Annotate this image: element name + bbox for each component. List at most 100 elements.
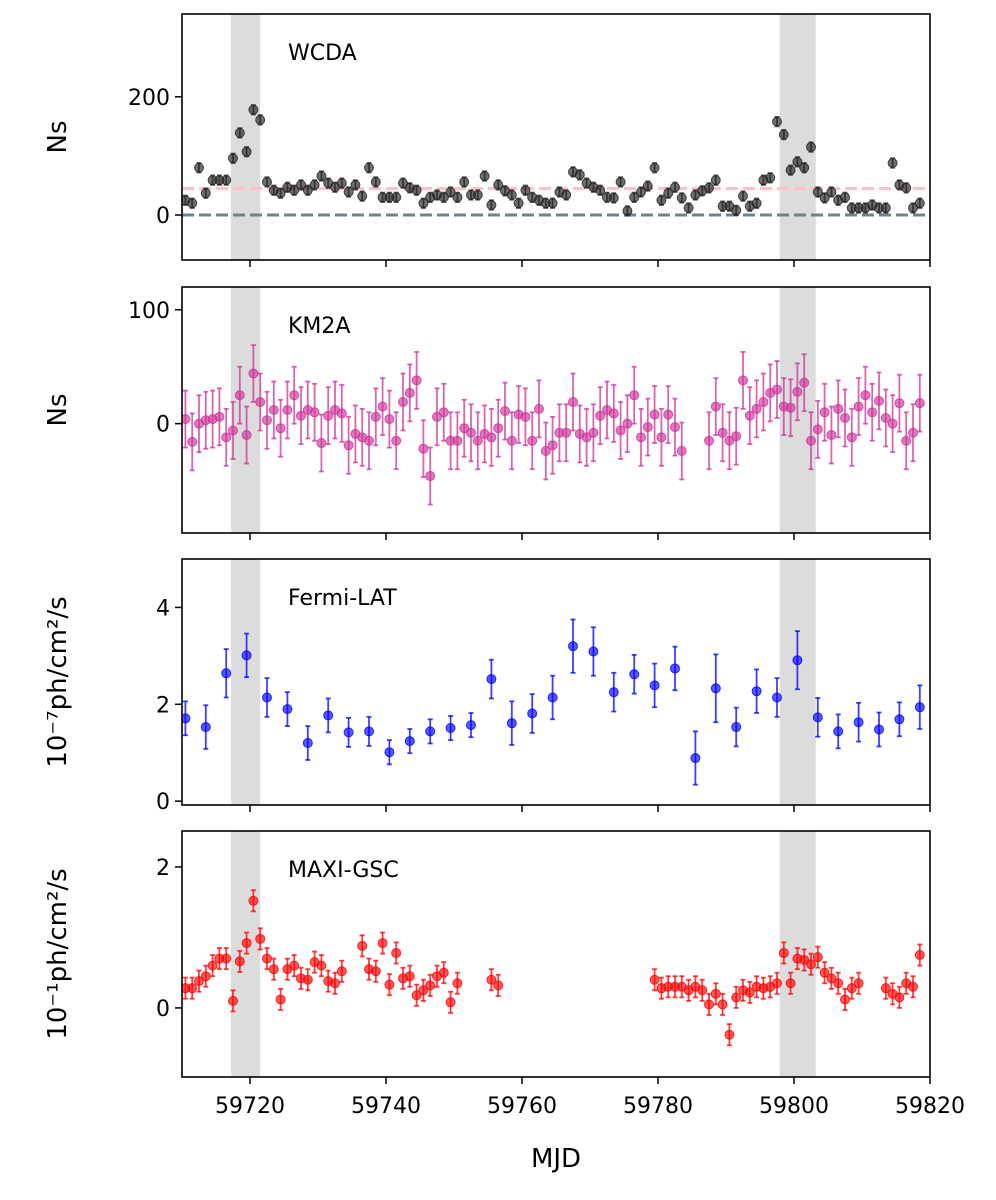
data-point bbox=[853, 978, 864, 989]
data-point bbox=[710, 988, 721, 999]
y-tick-label: 4 bbox=[156, 596, 170, 621]
data-point bbox=[486, 432, 497, 443]
x-tick-label: 59780 bbox=[623, 1094, 693, 1119]
x-tick-label: 59720 bbox=[215, 1094, 285, 1119]
data-point bbox=[364, 162, 374, 173]
panel: 0 100 KM2A Ns bbox=[43, 286, 931, 540]
data-point bbox=[343, 727, 354, 738]
data-point bbox=[561, 189, 572, 200]
data-point bbox=[262, 953, 272, 964]
axes-frame bbox=[181, 830, 931, 1078]
data-point bbox=[785, 978, 796, 989]
data-point bbox=[182, 414, 191, 425]
panel: 0 200 WCDA Ns bbox=[43, 13, 931, 267]
data-point bbox=[568, 641, 578, 652]
data-point bbox=[214, 411, 225, 422]
data-point bbox=[200, 188, 211, 199]
shaded-span bbox=[230, 14, 261, 260]
panel-label: KM2A bbox=[288, 314, 350, 339]
shaded-span bbox=[230, 559, 261, 805]
data-point bbox=[608, 192, 619, 203]
axes-frame bbox=[181, 13, 931, 261]
data-point bbox=[724, 435, 735, 446]
data-point bbox=[255, 397, 266, 408]
data-point bbox=[466, 427, 476, 438]
data-point bbox=[370, 966, 381, 977]
data-point bbox=[738, 191, 748, 202]
data-point bbox=[228, 153, 238, 164]
data-point bbox=[187, 983, 198, 994]
data-point bbox=[772, 384, 782, 395]
data-point bbox=[595, 410, 606, 421]
data-point bbox=[670, 663, 680, 674]
data-point bbox=[914, 398, 925, 409]
data-point bbox=[901, 182, 912, 193]
data-point bbox=[731, 431, 742, 442]
data-point bbox=[717, 999, 728, 1010]
data-point bbox=[438, 967, 449, 978]
axes-frame bbox=[181, 558, 931, 806]
data-point bbox=[452, 978, 463, 989]
data-point bbox=[887, 418, 898, 429]
data-point bbox=[656, 432, 667, 443]
data-point bbox=[622, 418, 633, 429]
data-point bbox=[234, 390, 245, 401]
data-point bbox=[302, 738, 313, 749]
data-point bbox=[894, 398, 905, 409]
data-point bbox=[629, 669, 640, 680]
data-point bbox=[710, 401, 721, 412]
data-point bbox=[411, 185, 422, 196]
data-point bbox=[248, 104, 259, 115]
data-point bbox=[908, 981, 918, 992]
data-point bbox=[588, 427, 599, 438]
data-point bbox=[670, 422, 680, 433]
data-point bbox=[710, 175, 721, 186]
data-point bbox=[479, 171, 490, 182]
x-tick-label: 59820 bbox=[895, 1094, 965, 1119]
data-point bbox=[520, 185, 531, 196]
data-point bbox=[268, 964, 279, 975]
y-tick-label: 0 bbox=[156, 413, 170, 438]
data-point bbox=[262, 692, 272, 703]
data-point bbox=[649, 680, 660, 691]
data-point bbox=[228, 995, 238, 1006]
data-point bbox=[772, 116, 782, 127]
data-point bbox=[608, 687, 619, 698]
data-point bbox=[534, 403, 544, 414]
data-point bbox=[221, 432, 232, 443]
data-point bbox=[316, 171, 327, 182]
data-point bbox=[581, 432, 592, 443]
data-point bbox=[636, 186, 646, 197]
data-point bbox=[452, 192, 463, 203]
data-point bbox=[391, 947, 402, 958]
data-point bbox=[472, 189, 483, 200]
data-point bbox=[615, 176, 626, 187]
data-point bbox=[833, 978, 844, 989]
panel: 0 2 4 Fermi-LAT 10⁻⁷ph/cm²/s bbox=[43, 558, 931, 815]
data-point bbox=[336, 966, 347, 977]
data-point bbox=[636, 432, 646, 443]
data-point bbox=[914, 198, 925, 209]
data-point bbox=[656, 195, 667, 206]
data-point bbox=[765, 172, 776, 183]
data-point bbox=[377, 401, 388, 412]
data-point bbox=[398, 397, 408, 408]
data-point bbox=[364, 435, 374, 446]
data-point bbox=[182, 713, 191, 724]
x-tick-label: 59800 bbox=[759, 1094, 829, 1119]
data-point bbox=[323, 410, 334, 421]
data-point bbox=[404, 971, 415, 982]
data-point bbox=[336, 408, 347, 419]
data-point bbox=[316, 438, 327, 449]
data-point bbox=[704, 182, 714, 193]
data-point bbox=[629, 390, 640, 401]
data-point bbox=[547, 692, 558, 703]
data-point bbox=[506, 435, 517, 446]
data-point bbox=[710, 683, 721, 694]
data-point bbox=[411, 375, 422, 386]
data-point bbox=[384, 414, 395, 425]
data-point bbox=[663, 188, 674, 199]
data-point bbox=[819, 192, 830, 203]
axes-frame bbox=[181, 286, 931, 534]
data-point bbox=[418, 985, 429, 996]
